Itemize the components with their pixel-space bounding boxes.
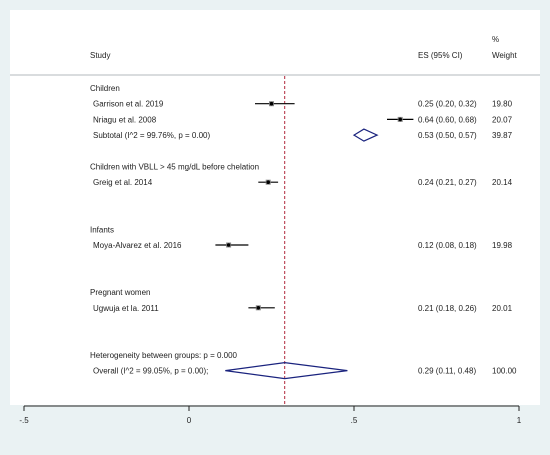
overall-diamond (225, 361, 348, 380)
forest-row-group: Pregnant women (90, 288, 150, 297)
effect-size-ci-text: 0.24 (0.21, 0.27) (418, 178, 477, 187)
header-es: ES (95% CI) (418, 51, 463, 60)
header-weight-percent: % (492, 35, 499, 44)
effect-size-ci-text: 0.53 (0.50, 0.57) (418, 131, 477, 140)
study-label: Moya-Alvarez et al. 2016 (93, 241, 182, 250)
forest-rows: Children Garrison et al. 2019 0.25 (0.20, … (90, 84, 517, 380)
study-label: Nriagu et al. 2008 (93, 115, 157, 124)
forest-row-study: Garrison et al. 2019 0.25 (0.20, 0.32) 19.… (93, 100, 513, 109)
x-tick-label: .5 (351, 416, 358, 425)
table-header: Study ES (95% CI) % Weight (90, 35, 518, 60)
forest-row-note: Heterogeneity between groups: p = 0.000 (90, 351, 238, 360)
point-estimate-marker (266, 180, 271, 184)
forest-row-study: Nriagu et al. 2008 0.64 (0.60, 0.68) 20.07 (93, 115, 513, 124)
forest-row-study: Ugwuja et la. 2011 0.21 (0.18, 0.26) 20.01 (93, 304, 513, 313)
weight-text: 100.00 (492, 367, 517, 376)
effect-size-ci-text: 0.21 (0.18, 0.26) (418, 304, 477, 313)
subtotal-label: Subtotal (I^2 = 99.76%, p = 0.00) (93, 131, 211, 140)
heterogeneity-note: Heterogeneity between groups: p = 0.000 (90, 351, 238, 360)
effect-size-ci-text: 0.64 (0.60, 0.68) (418, 115, 477, 124)
x-tick-label: -.5 (19, 416, 29, 425)
forest-row-group: Children with VBLL > 45 mg/dL before che… (90, 163, 259, 172)
forest-row-group: Children (90, 84, 120, 93)
effect-size-ci-text: 0.25 (0.20, 0.32) (418, 100, 477, 109)
study-label: Greig et al. 2014 (93, 178, 153, 187)
weight-text: 19.80 (492, 100, 513, 109)
group-label: Infants (90, 225, 114, 234)
x-tick-label: 0 (187, 416, 192, 425)
weight-text: 20.01 (492, 304, 513, 313)
study-label: Ugwuja et la. 2011 (93, 304, 159, 313)
point-estimate-marker (256, 306, 261, 310)
plot-panel (10, 10, 540, 405)
weight-text: 19.98 (492, 241, 513, 250)
effect-size-ci-text: 0.29 (0.11, 0.48) (418, 367, 476, 376)
x-axis: -.5 0 .5 1 (19, 405, 522, 425)
point-estimate-marker (226, 243, 231, 247)
point-estimate-marker (269, 101, 274, 106)
study-label: Garrison et al. 2019 (93, 100, 164, 109)
group-label: Children with VBLL > 45 mg/dL before che… (90, 163, 259, 172)
subtotal-diamond (352, 128, 379, 142)
weight-text: 20.07 (492, 115, 513, 124)
point-estimate-marker (398, 117, 403, 122)
forest-row-study: Greig et al. 2014 0.24 (0.21, 0.27) 20.14 (93, 178, 513, 187)
header-weight: Weight (492, 51, 518, 60)
effect-size-ci-text: 0.12 (0.08, 0.18) (418, 241, 477, 250)
overall-label: Overall (I^2 = 99.05%, p = 0.00); (93, 367, 208, 376)
weight-text: 39.87 (492, 131, 513, 140)
forest-row-group: Infants (90, 225, 114, 234)
weight-text: 20.14 (492, 178, 513, 187)
forest-row-study: Moya-Alvarez et al. 2016 0.12 (0.08, 0.18… (93, 241, 513, 250)
forest-row-subtotal: Subtotal (I^2 = 99.76%, p = 0.00) 0.53 (0… (93, 128, 513, 142)
forest-row-overall: Overall (I^2 = 99.05%, p = 0.00); 0.29 (0… (93, 361, 517, 380)
group-label: Pregnant women (90, 288, 150, 297)
x-tick-label: 1 (517, 416, 522, 425)
header-study: Study (90, 51, 110, 60)
group-label: Children (90, 84, 120, 93)
